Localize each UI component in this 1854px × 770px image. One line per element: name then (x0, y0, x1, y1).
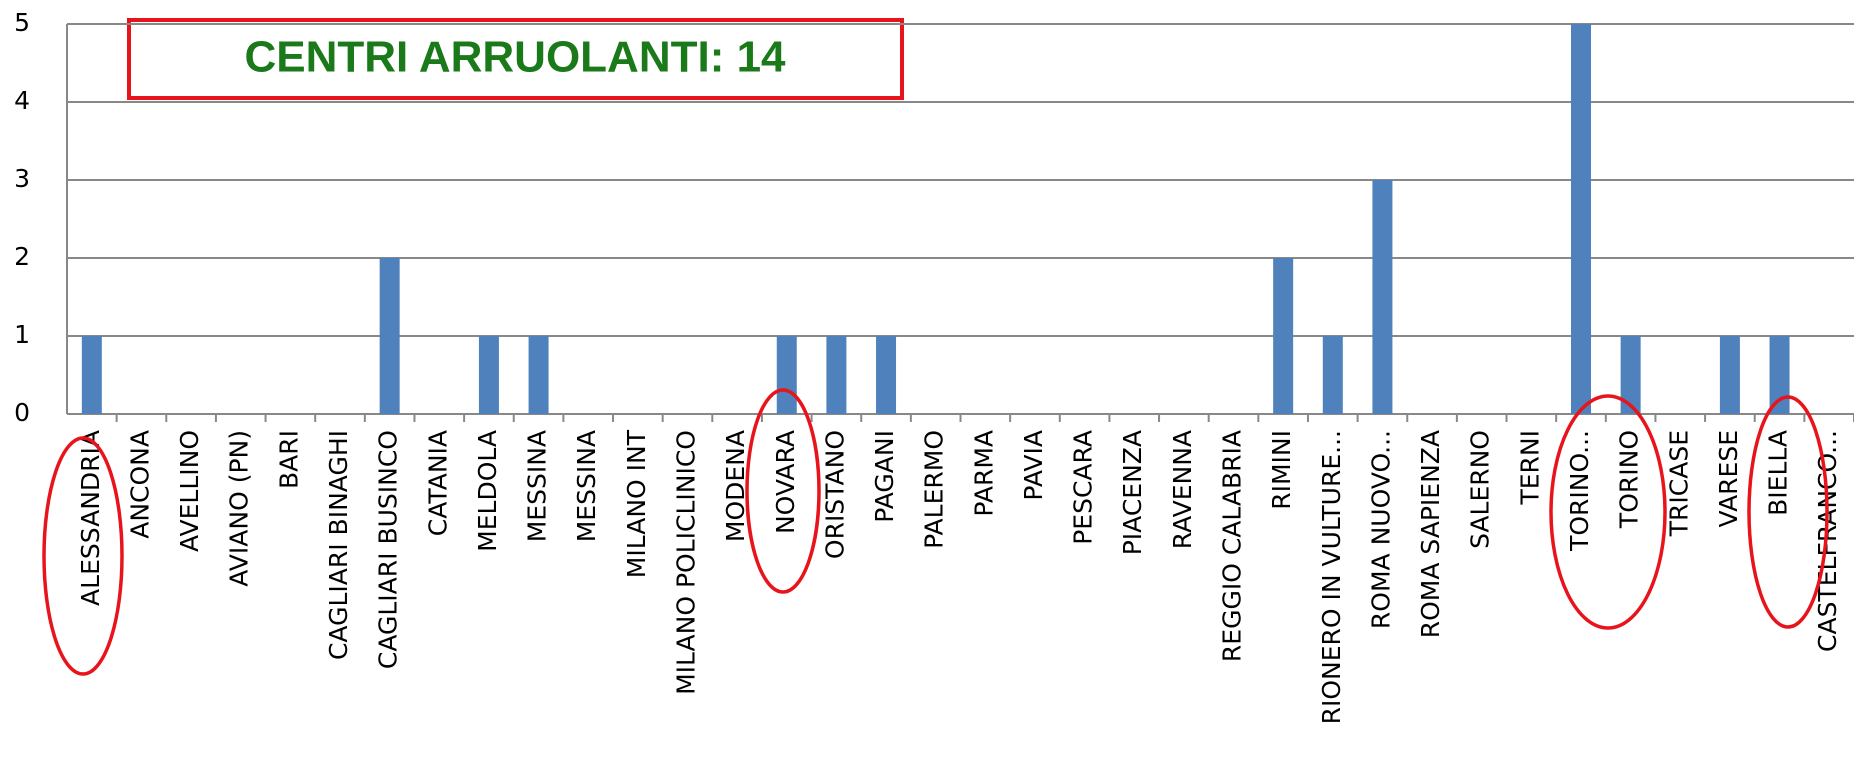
x-tick-label: PIACENZA (1118, 430, 1147, 555)
x-tick-label: TORINO (1615, 430, 1644, 529)
x-tick-label: RIONERO IN VULTURE... (1317, 430, 1346, 724)
y-tick-label: 5 (14, 8, 30, 37)
x-tick-label: ROMA NUOVO... (1366, 430, 1395, 629)
highlight-ellipse (1747, 395, 1829, 629)
x-tick-label: ROMA SAPIENZA (1416, 430, 1445, 638)
y-tick-label: 1 (14, 320, 30, 349)
x-tick-label: ORISTANO (820, 430, 849, 559)
x-tick-label: TRICASE (1664, 430, 1693, 537)
x-tick-label: TERNI (1515, 430, 1544, 506)
bar (1372, 180, 1393, 414)
y-tick-label: 3 (14, 164, 30, 193)
bar (478, 336, 499, 414)
x-tick-label: REGGIO CALABRIA (1218, 430, 1247, 662)
x-tick-label: CASTELFRANCO... (1813, 430, 1842, 652)
x-tick-label: RAVENNA (1168, 430, 1197, 549)
highlight-ellipse (1549, 394, 1667, 630)
bar (876, 336, 897, 414)
highlight-ellipse (42, 436, 124, 676)
bar (826, 336, 847, 414)
x-tick-label: CAGLIARI BINAGHI (324, 430, 353, 660)
x-tick-label: MILANO POLICLINICO (671, 430, 700, 695)
bar (81, 336, 102, 414)
x-tick-label: VARESE (1714, 430, 1743, 527)
y-tick-label: 2 (14, 242, 30, 271)
highlight-ellipse (745, 388, 821, 594)
x-tick-label: BIELLA (1764, 430, 1793, 516)
x-tick-label: SALERNO (1466, 430, 1495, 549)
x-tick-label: ALESSANDRIA (76, 430, 105, 606)
x-tick-label: PAGANI (870, 430, 899, 523)
x-tick-label: MESSINA (572, 430, 601, 542)
y-tick-label: 4 (14, 86, 30, 115)
x-tick-label: TORINO... (1565, 430, 1594, 552)
x-tick-label: ANCONA (125, 430, 154, 539)
x-tick-label: RIMINI (1267, 430, 1296, 510)
y-tick-label: 0 (14, 398, 30, 427)
x-tick-label: PALERMO (920, 430, 949, 549)
annotation-box (127, 18, 904, 100)
x-tick-label: PARMA (969, 430, 998, 517)
plot: 0 1 2 3 4 5 ALESSANDRIA ANCONA AVELLINO AVIANO (P… (14, 8, 1854, 724)
bar (1570, 24, 1591, 414)
x-tick-label: CAGLIARI BUSINCO (374, 430, 403, 669)
highlights (42, 388, 1829, 676)
x-tick-label: PAVIA (1019, 430, 1048, 501)
x-tick-label: AVELLINO (175, 430, 204, 552)
x-tick-label: PESCARA (1069, 430, 1098, 545)
x-tick-label: MESSINA (523, 430, 552, 542)
x-tick-label: BARI (274, 430, 303, 489)
x-tick-label: AVIANO (PN) (225, 430, 254, 587)
x-tick-label: MELDOLA (473, 430, 502, 552)
bar (1769, 336, 1790, 414)
bar (1322, 336, 1343, 414)
bar (1273, 258, 1294, 414)
bar (776, 336, 797, 414)
x-tick-label: MILANO INT (622, 429, 651, 578)
bar (379, 258, 400, 414)
bar (528, 336, 549, 414)
bar (1620, 336, 1641, 414)
annotation: CENTRI ARRUOLANTI: 14 (244, 33, 786, 82)
x-tick-label: NOVARA (771, 430, 800, 534)
bar (1719, 336, 1740, 414)
x-tick-label: CATANIA (423, 430, 452, 536)
